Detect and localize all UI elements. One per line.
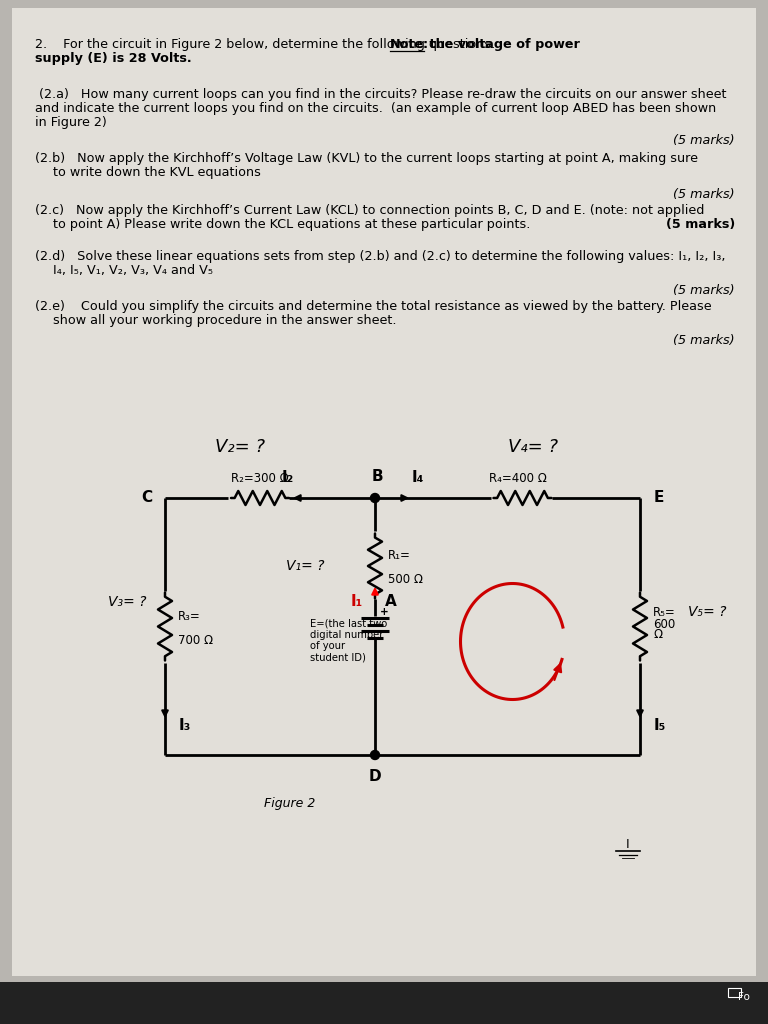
Text: V₃= ?: V₃= ? [108,595,147,608]
Text: 600: 600 [653,617,675,631]
Bar [0,982,768,1024]
Text: I₄: I₄ [412,470,424,485]
Text: A: A [385,595,397,609]
Text: (5 marks): (5 marks) [674,188,735,201]
Text: E: E [654,490,664,506]
Text: to write down the KVL equations: to write down the KVL equations [53,166,261,179]
Text: supply (E) is 28 Volts.: supply (E) is 28 Volts. [35,52,192,65]
Text: (2.a)   How many current loops can you find in the circuits? Please re-draw the : (2.a) How many current loops can you fin… [35,88,727,101]
Text: V₄= ?: V₄= ? [508,438,558,456]
Text: (2.e)    Could you simplify the circuits and determine the total resistance as v: (2.e) Could you simplify the circuits an… [35,300,712,313]
Text: Note:: Note: [390,38,429,51]
Text: I₄, I₅, V₁, V₂, V₃, V₄ and V₅: I₄, I₅, V₁, V₂, V₃, V₄ and V₅ [53,264,213,278]
Text: (5 marks): (5 marks) [674,334,735,347]
Text: (2.d)   Solve these linear equations sets from step (2.b) and (2.c) to determine: (2.d) Solve these linear equations sets … [35,250,726,263]
Text: R₄=400 Ω: R₄=400 Ω [488,472,547,485]
Text: in Figure 2): in Figure 2) [35,116,107,129]
Text: D: D [369,769,382,784]
Text: R₁=: R₁= [388,549,411,562]
Text: to point A) Please write down the KCL equations at these particular points.: to point A) Please write down the KCL eq… [53,218,531,231]
Text: +: + [380,607,389,617]
Text: Ω: Ω [653,629,662,641]
Text: V₂= ?: V₂= ? [215,438,265,456]
Text: 500 Ω: 500 Ω [388,573,423,586]
Text: (5 marks): (5 marks) [666,218,735,231]
Circle shape [370,751,379,760]
Text: B: B [371,469,382,484]
Text: and indicate the current loops you find on the circuits.  (an example of current: and indicate the current loops you find … [35,102,717,115]
Text: I₅: I₅ [654,718,667,732]
Text: 700 Ω: 700 Ω [178,634,214,646]
Text: Fo: Fo [738,992,750,1002]
Text: show all your working procedure in the answer sheet.: show all your working procedure in the a… [53,314,396,327]
Circle shape [370,494,379,503]
Text: C: C [141,490,152,506]
Text: R₃=: R₃= [178,609,200,623]
Bar [728,988,741,997]
Text: Figure 2: Figure 2 [264,797,316,810]
Text: the voltage of power: the voltage of power [425,38,580,51]
Text: (2.b)   Now apply the Kirchhoff’s Voltage Law (KVL) to the current loops startin: (2.b) Now apply the Kirchhoff’s Voltage … [35,152,698,165]
Text: (5 marks): (5 marks) [674,284,735,297]
Text: I₂: I₂ [282,470,294,485]
Text: R₅=: R₅= [653,605,676,618]
Text: E=(the last two
digital number
of your
student ID): E=(the last two digital number of your s… [310,618,387,663]
Text: (2.c)   Now apply the Kirchhoff’s Current Law (KCL) to connection points B, C, D: (2.c) Now apply the Kirchhoff’s Current … [35,204,704,217]
Text: I₁: I₁ [351,595,363,609]
Text: 2.    For the circuit in Figure 2 below, determine the following questions.: 2. For the circuit in Figure 2 below, de… [35,38,499,51]
Text: V₁= ?: V₁= ? [286,559,325,573]
Text: I: I [626,838,630,851]
Text: R₂=300 Ω: R₂=300 Ω [231,472,289,485]
Text: (5 marks): (5 marks) [674,134,735,147]
Text: V₅= ?: V₅= ? [688,604,727,618]
Text: I₃: I₃ [179,718,191,732]
